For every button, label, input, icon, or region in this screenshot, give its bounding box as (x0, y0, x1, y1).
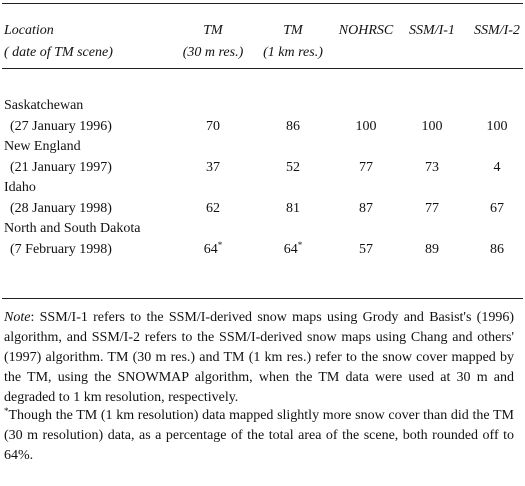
value-cell: 64* (284, 241, 303, 259)
top-rule (2, 3, 523, 4)
row-location: Saskatchewan (4, 98, 84, 113)
value-cell: 89 (425, 242, 439, 257)
column-header: TM (203, 23, 223, 38)
row-location: New England (4, 139, 81, 154)
footnote-mark: * (297, 240, 303, 250)
row-location: Idaho (4, 180, 36, 195)
column-header: (1 km res.) (263, 45, 323, 60)
value-cell: 86 (490, 242, 504, 257)
footnote: *Though the TM (1 km resolution) data ma… (4, 406, 514, 466)
header-rule (2, 68, 523, 69)
row-location: North and South Dakota (4, 221, 141, 236)
row-date: (7 February 1998) (10, 242, 112, 257)
footnote-text: Though the TM (1 km resolution) data map… (4, 408, 514, 463)
value-cell: 86 (286, 119, 300, 134)
footnote-mark: * (217, 240, 223, 250)
footnote-mark: * (4, 406, 9, 416)
value-cell: 100 (486, 119, 508, 134)
column-header: TM (283, 23, 303, 38)
note: Note: SSM/I-1 refers to the SSM/I-derive… (4, 308, 514, 408)
value-cell: 52 (286, 160, 300, 175)
value-cell: 81 (286, 201, 300, 216)
value-cell: 77 (425, 201, 439, 216)
value-cell: 70 (206, 119, 220, 134)
value-cell: 100 (421, 119, 443, 134)
value-cell: 64* (204, 241, 223, 259)
row-date: (28 January 1998) (10, 201, 112, 216)
column-header: (30 m res.) (182, 45, 244, 60)
value-cell: 73 (425, 160, 439, 175)
value-cell: 4 (493, 160, 501, 175)
value-cell: 57 (359, 242, 373, 257)
value: 64 (203, 242, 218, 257)
column-header: Location (4, 23, 54, 38)
value: 64 (283, 242, 298, 257)
column-header: ( date of TM scene) (4, 45, 113, 60)
value-cell: 62 (206, 201, 220, 216)
column-header: NOHRSC (338, 23, 394, 38)
value-cell: 100 (355, 119, 377, 134)
value-cell: 87 (359, 201, 373, 216)
column-header: SSM/I-2 (474, 23, 520, 38)
value-cell: 67 (490, 201, 504, 216)
row-date: (21 January 1997) (10, 160, 112, 175)
note-text: : SSM/I-1 refers to the SSM/I-derived sn… (4, 310, 514, 405)
row-date: (27 January 1996) (10, 119, 112, 134)
column-header: SSM/I-1 (409, 23, 455, 38)
value-cell: 77 (359, 160, 373, 175)
note-label: Note (4, 310, 31, 325)
bottom-rule (2, 298, 523, 299)
value-cell: 37 (206, 160, 220, 175)
